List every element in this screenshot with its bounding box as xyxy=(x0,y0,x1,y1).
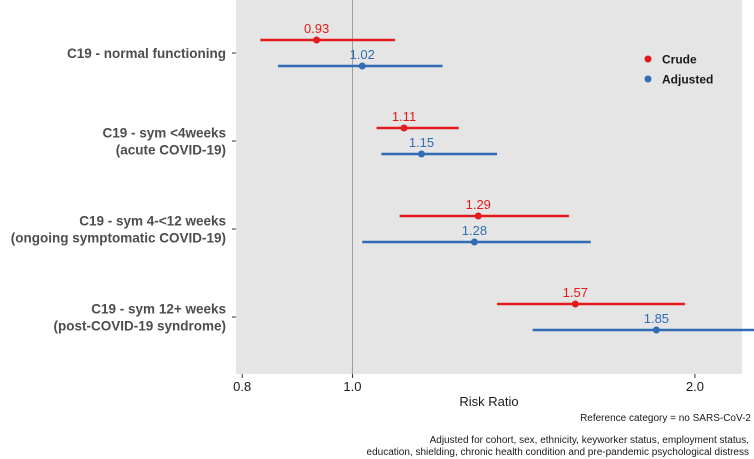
adjusted-point-3 xyxy=(470,238,478,246)
adjusted-point-2 xyxy=(418,150,426,158)
crude-value-label-2: 1.11 xyxy=(392,109,416,124)
crude-value-label-1: 0.93 xyxy=(304,21,329,36)
legend-marker-adjusted xyxy=(644,75,652,83)
category-label-3-line-2: (ongoing symptomatic COVID-19) xyxy=(11,231,226,246)
footnotes: Reference category = no SARS-CoV-2 Adjus… xyxy=(367,413,752,458)
crude-point-3 xyxy=(474,212,482,220)
x-tick-label-2: 1.0 xyxy=(343,379,361,394)
x-axis-title: Risk Ratio xyxy=(459,394,518,409)
crude-point-2 xyxy=(400,124,408,132)
x-axis: 0.8 1.0 2.0 xyxy=(233,374,704,394)
crude-value-label-3: 1.29 xyxy=(466,197,491,212)
category-label-2-line-2: (acute COVID-19) xyxy=(116,143,226,158)
adjusted-point-1 xyxy=(358,62,366,70)
crude-point-4 xyxy=(571,300,579,308)
adjustment-note-line-1: Adjusted for cohort, sex, ethnicity, key… xyxy=(430,435,749,446)
confidence-intervals: 0.93 1.11 1.29 1.57 1.02 1.15 1.28 1.85 xyxy=(260,21,754,334)
x-tick-label-3: 2.0 xyxy=(686,379,704,394)
category-label-3-line-1: C19 - sym 4-<12 weeks xyxy=(79,214,226,229)
adjusted-point-4 xyxy=(652,326,660,334)
legend-background xyxy=(636,47,727,93)
legend-label-adjusted: Adjusted xyxy=(662,73,713,87)
adjusted-value-label-3: 1.28 xyxy=(462,223,487,238)
adjusted-value-label-4: 1.85 xyxy=(644,311,669,326)
adjustment-note-line-2: education, shielding, chronic health con… xyxy=(367,447,749,458)
crude-value-label-4: 1.57 xyxy=(563,285,588,300)
crude-point-1 xyxy=(313,36,321,44)
category-labels: C19 - normal functioning C19 - sym <4week… xyxy=(11,46,236,334)
x-tick-label-1: 0.8 xyxy=(233,379,251,394)
legend-label-crude: Crude xyxy=(662,53,697,67)
reference-note: Reference category = no SARS-CoV-2 xyxy=(580,413,751,424)
adjusted-value-label-1: 1.02 xyxy=(350,47,375,62)
category-label-1-line-1: C19 - normal functioning xyxy=(67,46,226,61)
category-label-2-line-1: C19 - sym <4weeks xyxy=(103,126,226,141)
category-label-4-line-1: C19 - sym 12+ weeks xyxy=(91,302,226,317)
legend: Crude Adjusted xyxy=(636,47,727,93)
category-label-4-line-2: (post-COVID-19 syndrome) xyxy=(53,319,226,334)
adjusted-value-label-2: 1.15 xyxy=(409,135,434,150)
legend-marker-crude xyxy=(644,55,652,63)
